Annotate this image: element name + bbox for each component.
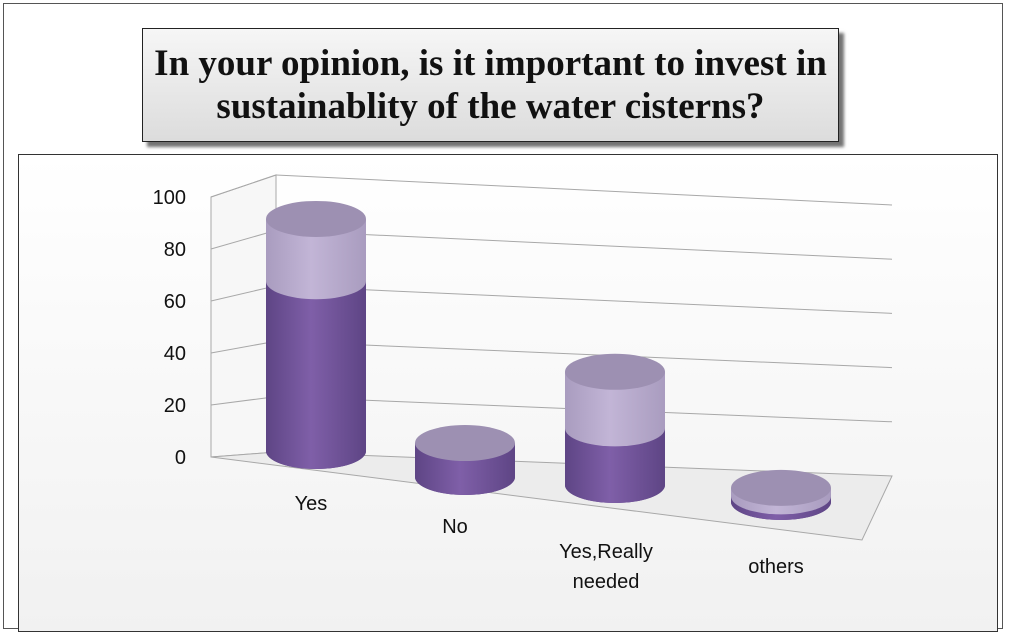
cylinder-top xyxy=(731,469,831,506)
gridline xyxy=(275,285,893,314)
x-category-label: Yes,Really xyxy=(559,541,653,563)
cylinder-top xyxy=(565,353,665,390)
gridline xyxy=(275,340,893,369)
gridline-side xyxy=(210,340,277,354)
gridline xyxy=(275,174,893,206)
gridline-side xyxy=(210,229,277,250)
x-category-label: Yes xyxy=(295,493,328,515)
chart-svg: 0 20 40 60 80 100 Yes No Yes,Really needed others xyxy=(153,174,893,593)
y-tick-label: 80 xyxy=(164,239,186,261)
gridline xyxy=(275,229,893,260)
y-tick-label: 100 xyxy=(153,187,186,209)
bar-segment-upper xyxy=(565,371,665,447)
chart-title: In your opinion, is it important to inve… xyxy=(154,43,827,127)
y-tick-label: 60 xyxy=(164,291,186,313)
bar-segment-lower xyxy=(565,428,665,503)
bar-segment-upper xyxy=(266,218,366,300)
gridline-side xyxy=(210,396,277,406)
chart-title-box: In your opinion, is it important to inve… xyxy=(142,28,839,142)
gridline-side xyxy=(210,174,277,198)
cylinder-top xyxy=(266,200,366,237)
y-tick-label: 20 xyxy=(164,395,186,417)
y-tick-label: 40 xyxy=(164,343,186,365)
chart-area: 0 20 40 60 80 100 Yes No Yes,Really needed others xyxy=(18,154,998,632)
gridline-side xyxy=(210,285,277,302)
x-category-label: No xyxy=(442,516,468,538)
x-category-label: others xyxy=(748,556,804,578)
cylinder-top xyxy=(415,425,515,462)
bar-segment-lower xyxy=(266,281,366,469)
chart-floor xyxy=(210,451,893,541)
y-tick-label: 0 xyxy=(175,447,186,469)
x-category-label: needed xyxy=(573,571,640,593)
